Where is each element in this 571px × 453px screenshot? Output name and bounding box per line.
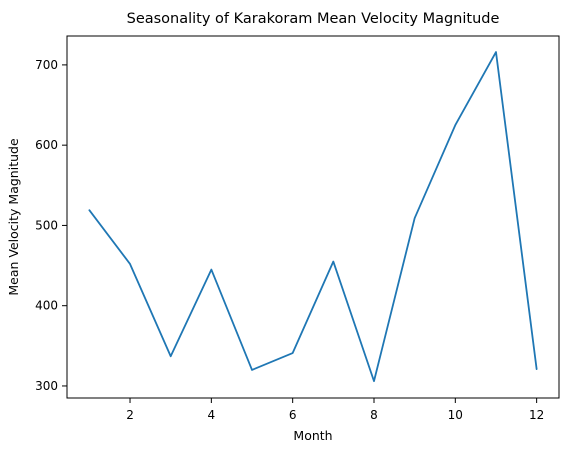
x-tick-label: 6 xyxy=(289,408,297,422)
y-tick-label: 500 xyxy=(35,218,58,232)
data-points xyxy=(89,52,537,382)
x-tick-label: 12 xyxy=(529,408,544,422)
y-tick-label: 300 xyxy=(35,379,58,393)
x-tick-label: 8 xyxy=(370,408,378,422)
x-axis-label: Month xyxy=(293,428,332,443)
y-axis: 300 400 500 600 700 xyxy=(35,58,67,393)
y-tick-label: 700 xyxy=(35,58,58,72)
x-tick-label: 10 xyxy=(448,408,463,422)
y-axis-label: Mean Velocity Magnitude xyxy=(6,138,21,296)
series-line xyxy=(88,51,538,383)
plot-area: 2 4 6 8 10 12 300 400 500 600 700 xyxy=(35,35,560,422)
y-tick-label: 600 xyxy=(35,138,58,152)
axes-frame xyxy=(66,35,560,399)
x-tick-label: 4 xyxy=(208,408,216,422)
x-tick-label: 2 xyxy=(126,408,134,422)
chart-title: Seasonality of Karakoram Mean Velocity M… xyxy=(127,11,500,27)
y-tick-label: 400 xyxy=(35,299,58,313)
x-axis: 2 4 6 8 10 12 xyxy=(126,398,544,422)
